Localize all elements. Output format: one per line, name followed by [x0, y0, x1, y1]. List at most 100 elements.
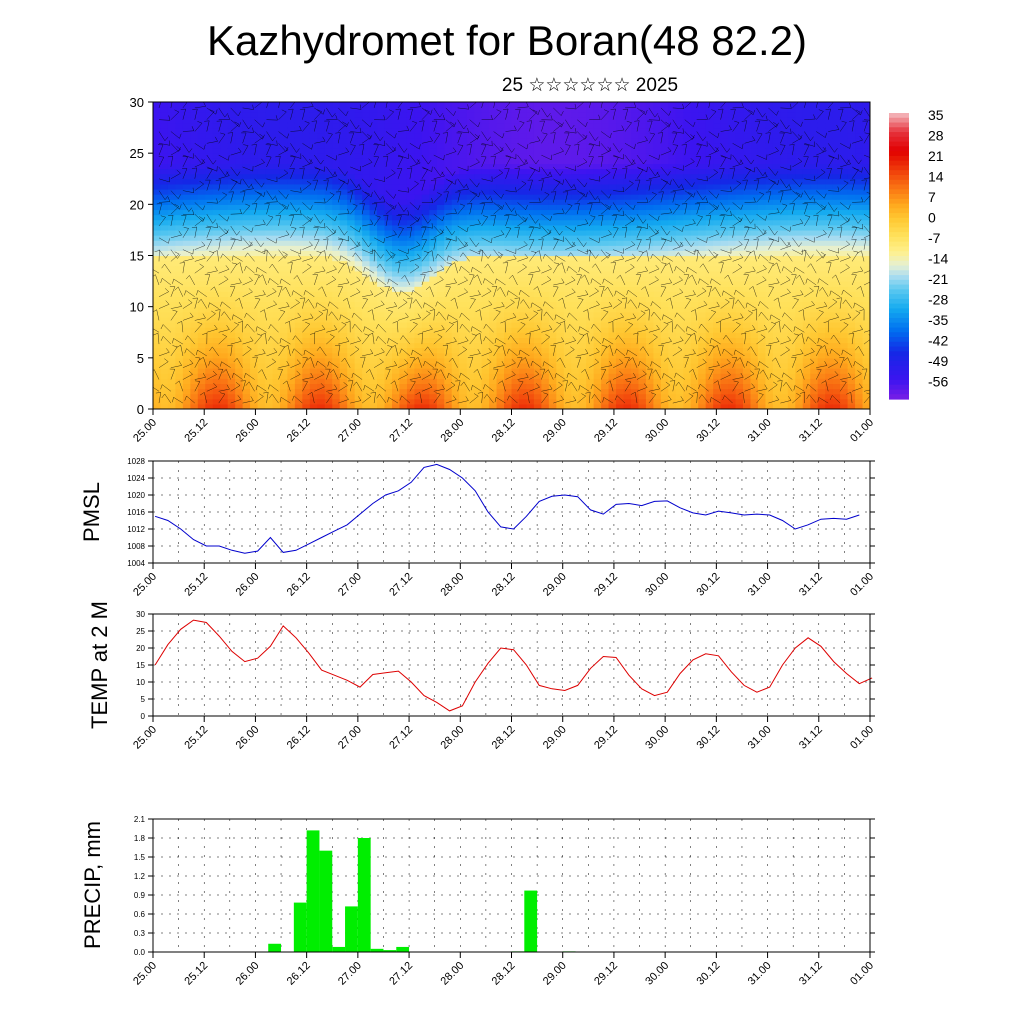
pmsl-xtick-label: 28.12	[490, 571, 518, 599]
colorbar-step	[889, 151, 909, 156]
colorbar-step	[889, 251, 909, 256]
colorbar-step	[889, 199, 909, 204]
vertical-section-xtick-label: 30.12	[695, 417, 723, 445]
colorbar-step	[889, 246, 909, 251]
precip-xtick-label: 26.00	[234, 960, 262, 988]
pmsl-ytick-label: 1008	[127, 542, 145, 551]
temp-ytick-label: 10	[136, 678, 145, 687]
pmsl-ytick-label: 1004	[127, 559, 145, 568]
precip-ytick-label: 1.2	[134, 872, 146, 881]
precip-xtick-label: 28.12	[490, 960, 518, 988]
temp-xtick-label: 25.12	[182, 724, 210, 752]
temp-xtick-label: 28.00	[438, 724, 466, 752]
precip-grid	[153, 819, 870, 952]
colorbar-step	[889, 323, 909, 328]
precip-xtick-label: 29.00	[541, 960, 569, 988]
colorbar-step	[889, 308, 909, 313]
pmsl-ytick-label: 1028	[127, 457, 145, 466]
colorbar-step	[889, 227, 909, 232]
vertical-section-xtick-label: 30.00	[643, 417, 671, 445]
colorbar-step	[889, 208, 909, 213]
precip-bar	[319, 851, 332, 952]
colorbar-label: 0	[928, 210, 936, 226]
vertical-section-ytick-label: 25	[130, 146, 144, 161]
colorbar-step	[889, 342, 909, 347]
vertical-section-xtick-label: 26.00	[234, 417, 262, 445]
vertical-section-ytick-label: 0	[137, 402, 144, 417]
vertical-section-ytick-label: 30	[130, 95, 144, 110]
pmsl-xtick-label: 27.12	[387, 571, 415, 599]
colorbar-step	[889, 266, 909, 271]
colorbar-step	[889, 146, 909, 151]
temp-ytick-label: 0	[141, 712, 146, 721]
pmsl-ytick-label: 1024	[127, 474, 145, 483]
temp-line	[155, 620, 872, 711]
temp-ytick-label: 15	[136, 661, 145, 670]
pmsl-xtick-label: 26.00	[234, 571, 262, 599]
temp-grid	[153, 614, 870, 716]
precip-bar	[524, 891, 537, 952]
vertical-section-xtick-label: 27.00	[336, 417, 364, 445]
colorbar-step	[889, 185, 909, 190]
colorbar-step	[889, 280, 909, 285]
pmsl-ylabel: PMSL	[79, 482, 104, 542]
vertical-section-xtick-label: 28.12	[490, 417, 518, 445]
colorbar-step	[889, 380, 909, 385]
temp-ytick-label: 25	[136, 627, 145, 636]
pmsl-ytick-label: 1016	[127, 508, 145, 517]
precip-bar	[268, 944, 281, 952]
colorbar-step	[889, 394, 909, 399]
vertical-section-ytick-label: 5	[137, 351, 144, 366]
colorbar-step	[889, 142, 909, 147]
precip-bar	[294, 903, 307, 952]
colorbar-step	[889, 156, 909, 161]
vertical-section-xtick-label: 29.12	[592, 417, 620, 445]
precip-xtick-label: 27.12	[387, 960, 415, 988]
precip-bar	[332, 947, 345, 952]
colorbar-step	[889, 204, 909, 209]
temp-xtick-label: 30.12	[695, 724, 723, 752]
colorbar-step	[889, 328, 909, 333]
colorbar-step	[889, 318, 909, 323]
temp-xtick-label: 31.00	[746, 724, 774, 752]
precip-ytick-label: 2.1	[134, 815, 146, 824]
precip-y-axis: 0.00.30.60.91.21.51.82.1	[134, 815, 875, 957]
vertical-section-xtick-label: 26.12	[285, 417, 313, 445]
colorbar-label: -56	[928, 374, 948, 390]
colorbar-step	[889, 137, 909, 142]
temp-xtick-label: 30.00	[643, 724, 671, 752]
vertical-section-xtick-label: 31.00	[746, 417, 774, 445]
temp-xtick-label: 29.00	[541, 724, 569, 752]
pmsl-xtick-label: 31.00	[746, 571, 774, 599]
precip-ytick-label: 0.3	[134, 929, 146, 938]
temp-xtick-label: 31.12	[797, 724, 825, 752]
colorbar-step	[889, 218, 909, 223]
precip-xtick-label: 01.00	[848, 960, 876, 988]
colorbar-step	[889, 275, 909, 280]
colorbar-step	[889, 299, 909, 304]
colorbar-step	[889, 361, 909, 366]
colorbar-step	[889, 113, 909, 118]
colorbar-step	[889, 132, 909, 137]
colorbar-step	[889, 170, 909, 175]
colorbar-label: -7	[928, 230, 941, 246]
precip-ytick-label: 0.6	[134, 910, 146, 919]
precip-ytick-label: 0.0	[134, 948, 146, 957]
colorbar-label: -28	[928, 292, 948, 308]
colorbar-label: -35	[928, 312, 948, 328]
vertical-section-xtick-label: 27.12	[387, 417, 415, 445]
colorbar-step	[889, 366, 909, 371]
colorbar-step	[889, 237, 909, 242]
temp-xtick-label: 01.00	[848, 724, 876, 752]
colorbar-step	[889, 242, 909, 247]
colorbar-label: 7	[928, 189, 936, 205]
vertical-section-ytick-label: 10	[130, 300, 144, 315]
temp-xtick-label: 26.00	[234, 724, 262, 752]
vertical-section-xtick-label: 25.00	[131, 417, 159, 445]
